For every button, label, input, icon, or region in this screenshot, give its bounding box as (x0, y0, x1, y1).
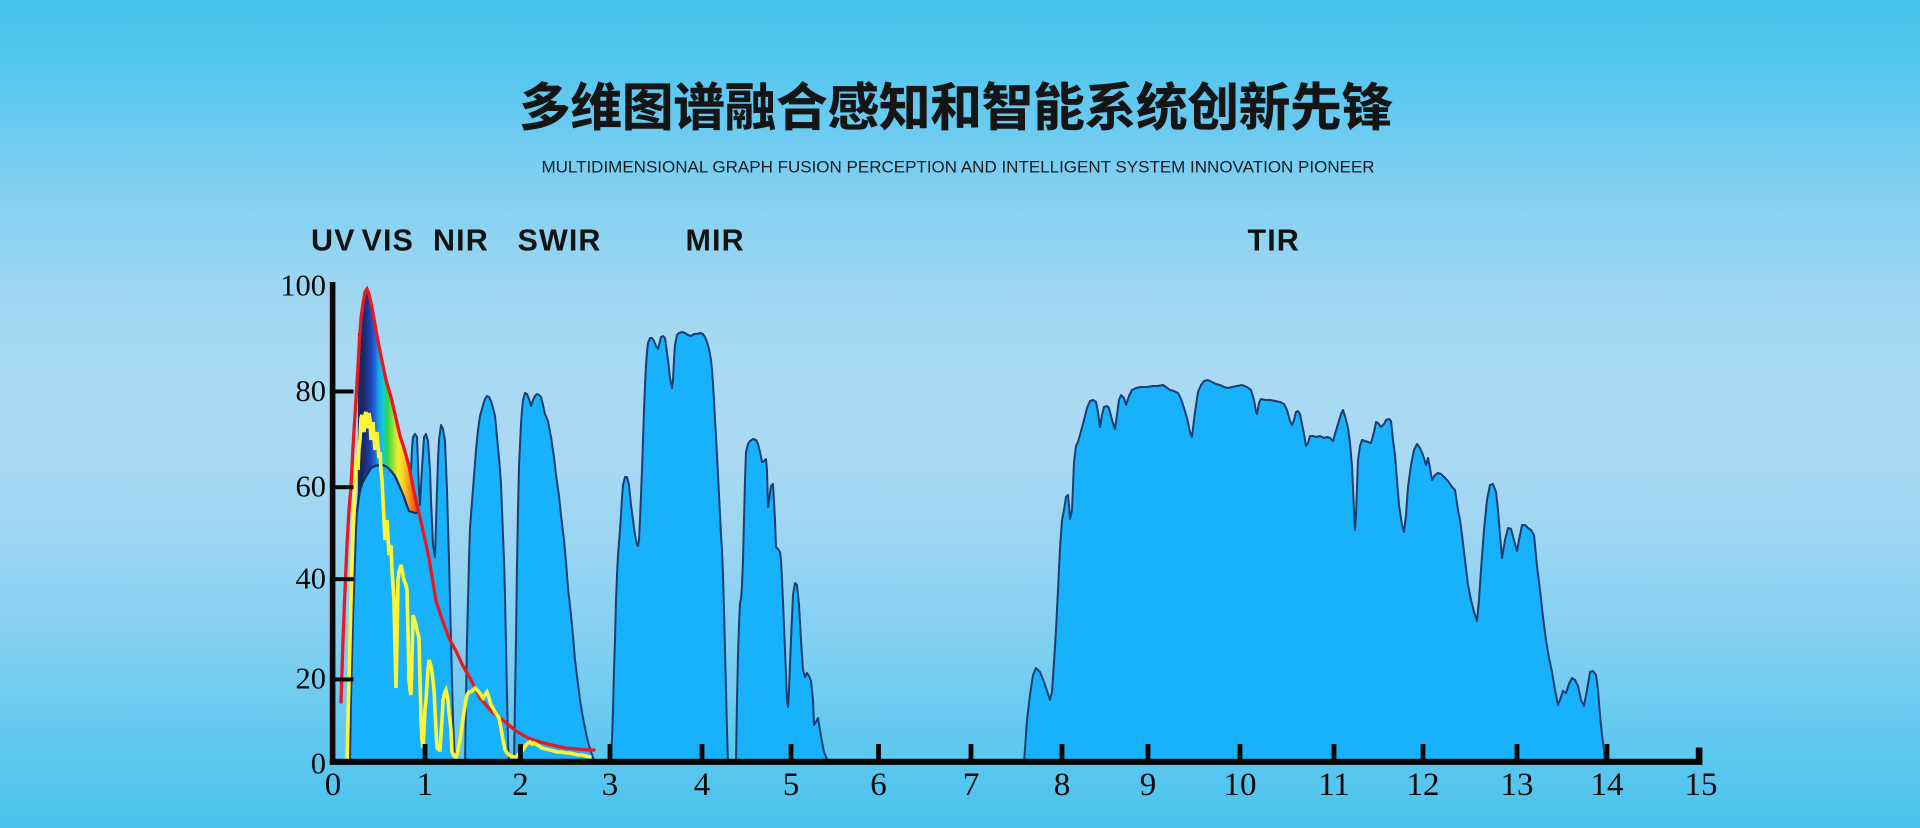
svg-text:60: 60 (296, 470, 327, 504)
svg-text:MIR: MIR (686, 224, 745, 258)
svg-text:13: 13 (1501, 767, 1534, 803)
svg-text:2: 2 (512, 767, 529, 803)
svg-text:10: 10 (1224, 767, 1257, 803)
svg-text:9: 9 (1140, 767, 1157, 803)
svg-text:4: 4 (694, 767, 711, 803)
svg-text:7: 7 (963, 767, 980, 803)
svg-text:6: 6 (870, 767, 887, 803)
svg-text:SWIR: SWIR (518, 224, 602, 258)
svg-text:14: 14 (1591, 767, 1624, 803)
svg-text:80: 80 (296, 374, 327, 408)
svg-text:TIR: TIR (1248, 224, 1300, 258)
svg-text:0: 0 (325, 767, 342, 803)
svg-text:3: 3 (602, 767, 619, 803)
svg-text:NIR: NIR (433, 224, 489, 258)
svg-text:8: 8 (1054, 767, 1071, 803)
svg-text:11: 11 (1318, 767, 1350, 803)
svg-text:40: 40 (296, 562, 327, 596)
svg-text:5: 5 (783, 767, 800, 803)
svg-text:VIS: VIS (362, 224, 414, 258)
svg-text:100: 100 (280, 269, 326, 303)
svg-text:1: 1 (417, 767, 434, 803)
svg-text:15: 15 (1685, 767, 1718, 803)
svg-text:UV: UV (311, 224, 356, 258)
svg-text:20: 20 (296, 662, 327, 696)
svg-text:MULTIDIMENSIONAL GRAPH FUSION: MULTIDIMENSIONAL GRAPH FUSION PERCEPTION… (541, 158, 1374, 177)
svg-text:0: 0 (311, 747, 326, 781)
svg-text:12: 12 (1407, 767, 1440, 803)
